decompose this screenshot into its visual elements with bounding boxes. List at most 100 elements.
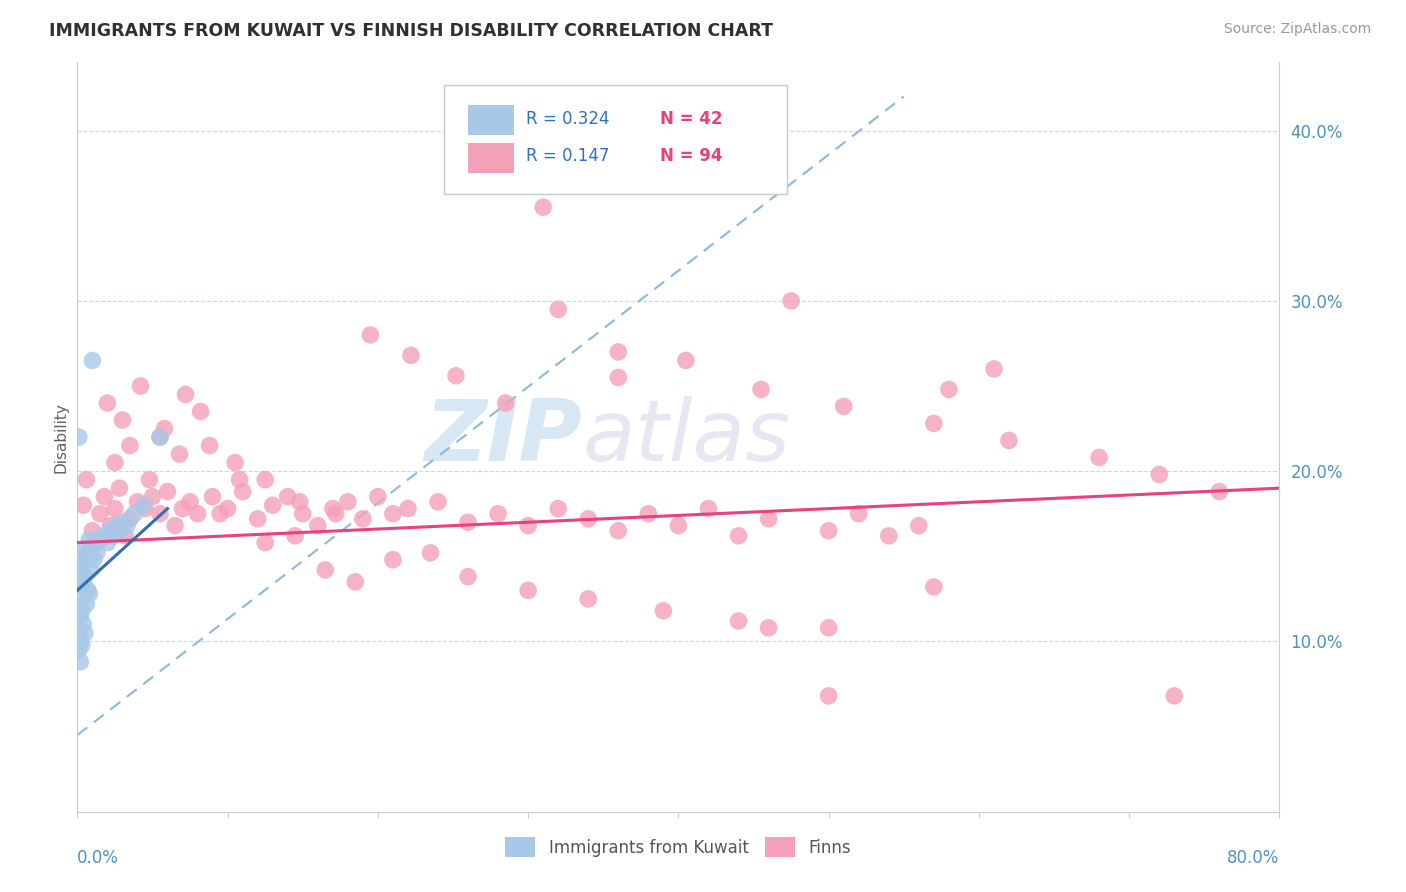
Point: [174, 387, 197, 401]
Point: [607, 370, 630, 384]
Point: [749, 383, 772, 397]
Point: [877, 529, 900, 543]
Point: [922, 580, 945, 594]
Point: [115, 518, 138, 533]
Point: [652, 604, 675, 618]
Y-axis label: Disability: Disability: [53, 401, 69, 473]
Point: [419, 546, 441, 560]
Point: [70, 638, 93, 652]
Point: [576, 512, 599, 526]
Point: [118, 512, 141, 526]
Point: [69, 591, 91, 606]
Point: [307, 518, 329, 533]
Point: [67, 643, 90, 657]
Point: [457, 570, 479, 584]
Point: [100, 518, 122, 533]
Point: [105, 518, 128, 533]
Point: [141, 490, 163, 504]
Point: [93, 490, 115, 504]
Point: [201, 490, 224, 504]
FancyBboxPatch shape: [468, 143, 513, 172]
Point: [396, 501, 419, 516]
Point: [89, 507, 111, 521]
Point: [262, 498, 284, 512]
Point: [517, 583, 540, 598]
Point: [149, 507, 172, 521]
Point: [607, 345, 630, 359]
Point: [100, 524, 122, 538]
Point: [246, 512, 269, 526]
Point: [325, 507, 347, 521]
Point: [70, 558, 93, 572]
Point: [254, 535, 277, 549]
Point: [444, 368, 467, 383]
Point: [336, 495, 359, 509]
Point: [91, 529, 114, 543]
Point: [457, 515, 479, 529]
Point: [758, 512, 780, 526]
Point: [675, 353, 697, 368]
Point: [156, 484, 179, 499]
Point: [998, 434, 1021, 448]
FancyBboxPatch shape: [444, 85, 786, 194]
Point: [69, 634, 91, 648]
Point: [73, 541, 96, 555]
Point: [637, 507, 659, 521]
Point: [228, 473, 250, 487]
Point: [72, 498, 94, 512]
Point: [232, 484, 254, 499]
Point: [817, 621, 839, 635]
Point: [727, 614, 749, 628]
Point: [780, 293, 803, 308]
Point: [75, 597, 97, 611]
Point: [344, 574, 367, 589]
Point: [118, 439, 141, 453]
Point: [96, 535, 118, 549]
Point: [486, 507, 509, 521]
Text: R = 0.147: R = 0.147: [526, 147, 609, 165]
Point: [1208, 484, 1230, 499]
Point: [138, 473, 160, 487]
Point: [209, 507, 232, 521]
Point: [73, 570, 96, 584]
Point: [75, 552, 97, 566]
Point: [817, 524, 839, 538]
Point: [96, 396, 118, 410]
Point: [83, 552, 105, 566]
Point: [67, 626, 90, 640]
Point: [124, 507, 146, 521]
Point: [75, 473, 97, 487]
Point: [84, 535, 107, 549]
Point: [547, 501, 569, 516]
Point: [82, 524, 104, 538]
Point: [82, 353, 104, 368]
Text: N = 94: N = 94: [661, 147, 723, 165]
Point: [288, 495, 311, 509]
Point: [668, 518, 690, 533]
Point: [314, 563, 336, 577]
Point: [153, 421, 176, 435]
Point: [186, 507, 209, 521]
Point: [76, 583, 98, 598]
Point: [217, 501, 239, 516]
Point: [817, 689, 839, 703]
Point: [697, 501, 720, 516]
Text: N = 42: N = 42: [661, 110, 723, 128]
Point: [73, 626, 96, 640]
Point: [352, 512, 374, 526]
Point: [908, 518, 931, 533]
Point: [108, 481, 131, 495]
Point: [983, 362, 1005, 376]
Point: [114, 529, 136, 543]
Text: 80.0%: 80.0%: [1227, 849, 1279, 867]
Text: atlas: atlas: [582, 395, 790, 479]
Point: [848, 507, 870, 521]
Point: [76, 546, 98, 560]
Point: [291, 507, 314, 521]
Point: [80, 563, 103, 577]
Point: [1149, 467, 1171, 482]
Point: [103, 529, 125, 543]
Point: [495, 396, 517, 410]
Point: [1163, 689, 1185, 703]
Point: [72, 573, 94, 587]
